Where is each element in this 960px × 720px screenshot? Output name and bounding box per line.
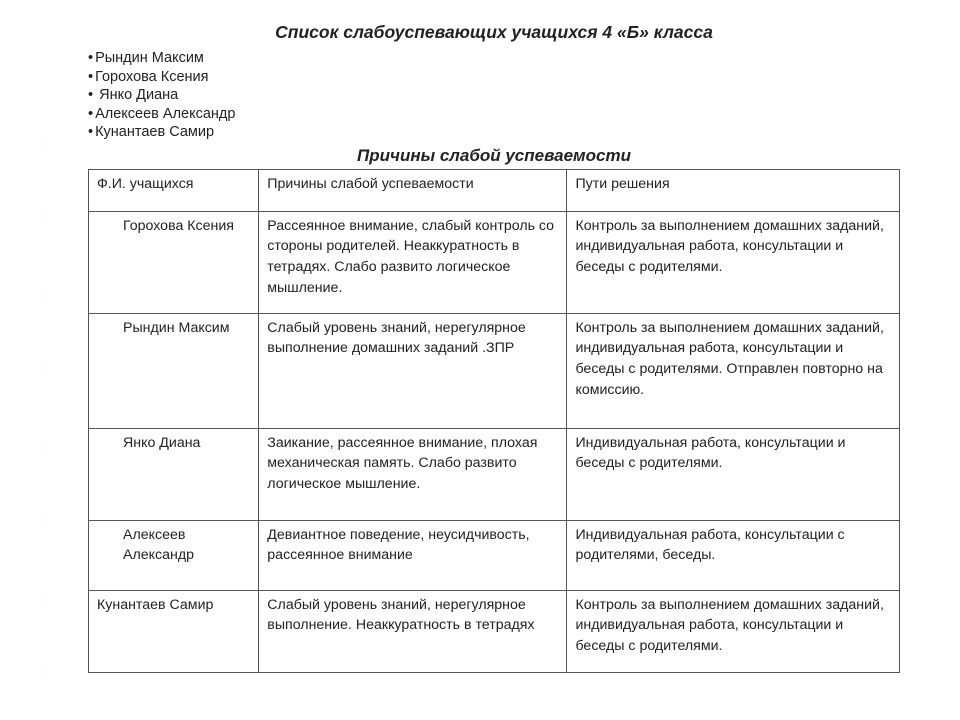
table-row: Алексеев Александр Девиантное поведение,…	[89, 520, 900, 590]
cell-name: Кунантаев Самир	[89, 590, 259, 672]
list-item: Алексеев Александр	[88, 105, 900, 124]
table-row: Янко Диана Заикание, рассеянное внимание…	[89, 428, 900, 520]
list-item: Рындин Максим	[88, 49, 900, 68]
cell-solution: Контроль за выполнением домашних заданий…	[567, 313, 900, 428]
page-title: Список слабоуспевающих учащихся 4 «Б» кл…	[88, 22, 900, 43]
cell-solution: Индивидуальная работа, консультации и бе…	[567, 428, 900, 520]
list-item: Кунантаев Самир	[88, 123, 900, 142]
col-header-reason: Причины слабой успеваемости	[259, 169, 567, 211]
cell-reason: Слабый уровень знаний, нерегулярное выпо…	[259, 590, 567, 672]
cell-reason: Слабый уровень знаний, нерегулярное выпо…	[259, 313, 567, 428]
table-row: Кунантаев Самир Слабый уровень знаний, н…	[89, 590, 900, 672]
table-row: Горохова Ксения Рассеянное внимание, сла…	[89, 211, 900, 313]
col-header-solution: Пути решения	[567, 169, 900, 211]
list-item: Янко Диана	[88, 86, 900, 105]
cell-name: Рындин Максим	[89, 313, 259, 428]
cell-reason: Девиантное поведение, неусидчивость, рас…	[259, 520, 567, 590]
table-row: Рындин Максим Слабый уровень знаний, нер…	[89, 313, 900, 428]
col-header-name: Ф.И. учащихся	[89, 169, 259, 211]
reasons-table: Ф.И. учащихся Причины слабой успеваемост…	[88, 169, 900, 673]
cell-solution: Контроль за выполнением домашних заданий…	[567, 211, 900, 313]
document-slide: Список слабоуспевающих учащихся 4 «Б» кл…	[0, 0, 960, 720]
cell-reason: Рассеянное внимание, слабый контроль со …	[259, 211, 567, 313]
list-item: Горохова Ксения	[88, 68, 900, 87]
table-header-row: Ф.И. учащихся Причины слабой успеваемост…	[89, 169, 900, 211]
cell-reason: Заикание, рассеянное внимание, плохая ме…	[259, 428, 567, 520]
cell-name: Янко Диана	[89, 428, 259, 520]
section-subtitle: Причины слабой успеваемости	[88, 146, 900, 166]
cell-name: Горохова Ксения	[89, 211, 259, 313]
left-decorative-band	[40, 70, 46, 690]
cell-name: Алексеев Александр	[89, 520, 259, 590]
cell-solution: Контроль за выполнением домашних заданий…	[567, 590, 900, 672]
cell-solution: Индивидуальная работа, консультации с ро…	[567, 520, 900, 590]
student-bullet-list: Рындин Максим Горохова Ксения Янко Диана…	[88, 49, 900, 142]
